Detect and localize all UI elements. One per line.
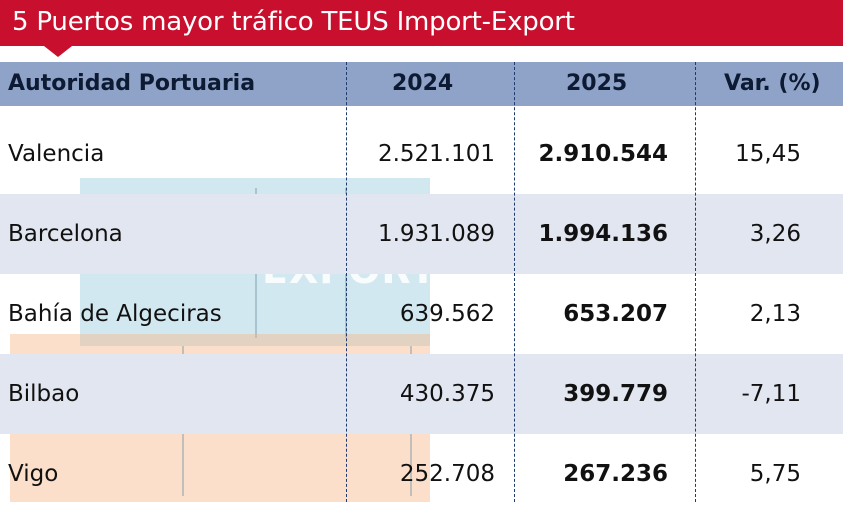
cell-var: -7,11: [741, 381, 801, 407]
cell-port: Bahía de Algeciras: [8, 301, 222, 327]
table-row: Barcelona 1.931.089 1.994.136 3,26: [0, 194, 843, 274]
table-row: Bilbao 430.375 399.779 -7,11: [0, 354, 843, 434]
cell-port: Bilbao: [8, 381, 80, 407]
cell-var: 5,75: [749, 461, 801, 487]
cell-2024: 639.562: [399, 301, 495, 327]
cell-var: 3,26: [749, 221, 801, 247]
column-divider: [346, 62, 347, 502]
cell-var: 2,13: [749, 301, 801, 327]
column-divider: [695, 62, 696, 502]
cell-2025: 653.207: [563, 301, 668, 327]
table-row: Vigo 252.708 267.236 5,75: [0, 434, 843, 502]
header-var: Var. (%): [724, 71, 821, 96]
cell-2024: 1.931.089: [377, 221, 495, 247]
cell-2025: 267.236: [563, 461, 668, 487]
cell-2025: 1.994.136: [538, 221, 669, 247]
cell-port: Barcelona: [8, 221, 123, 247]
table-row: Valencia 2.521.101 2.910.544 15,45: [0, 114, 843, 194]
header-2025: 2025: [566, 71, 628, 96]
table-header: Autoridad Portuaria 2024 2025 Var. (%): [0, 62, 843, 106]
cell-2025: 399.779: [563, 381, 668, 407]
cell-port: Valencia: [8, 141, 105, 167]
header-port: Autoridad Portuaria: [8, 71, 256, 96]
cell-var: 15,45: [735, 141, 801, 167]
cell-2024: 430.375: [399, 381, 495, 407]
cell-2024: 2.521.101: [377, 141, 495, 167]
cell-port: Vigo: [8, 461, 59, 487]
title-notch: [44, 46, 72, 57]
data-table: Autoridad Portuaria 2024 2025 Var. (%) V…: [0, 62, 843, 502]
header-2024: 2024: [392, 71, 454, 96]
title-bar: 5 Puertos mayor tráfico TEUS Import-Expo…: [0, 0, 843, 46]
page-title: 5 Puertos mayor tráfico TEUS Import-Expo…: [12, 7, 575, 37]
cell-2024: 252.708: [399, 461, 495, 487]
table-row: Bahía de Algeciras 639.562 653.207 2,13: [0, 274, 843, 354]
column-divider: [514, 62, 515, 502]
cell-2025: 2.910.544: [538, 141, 669, 167]
